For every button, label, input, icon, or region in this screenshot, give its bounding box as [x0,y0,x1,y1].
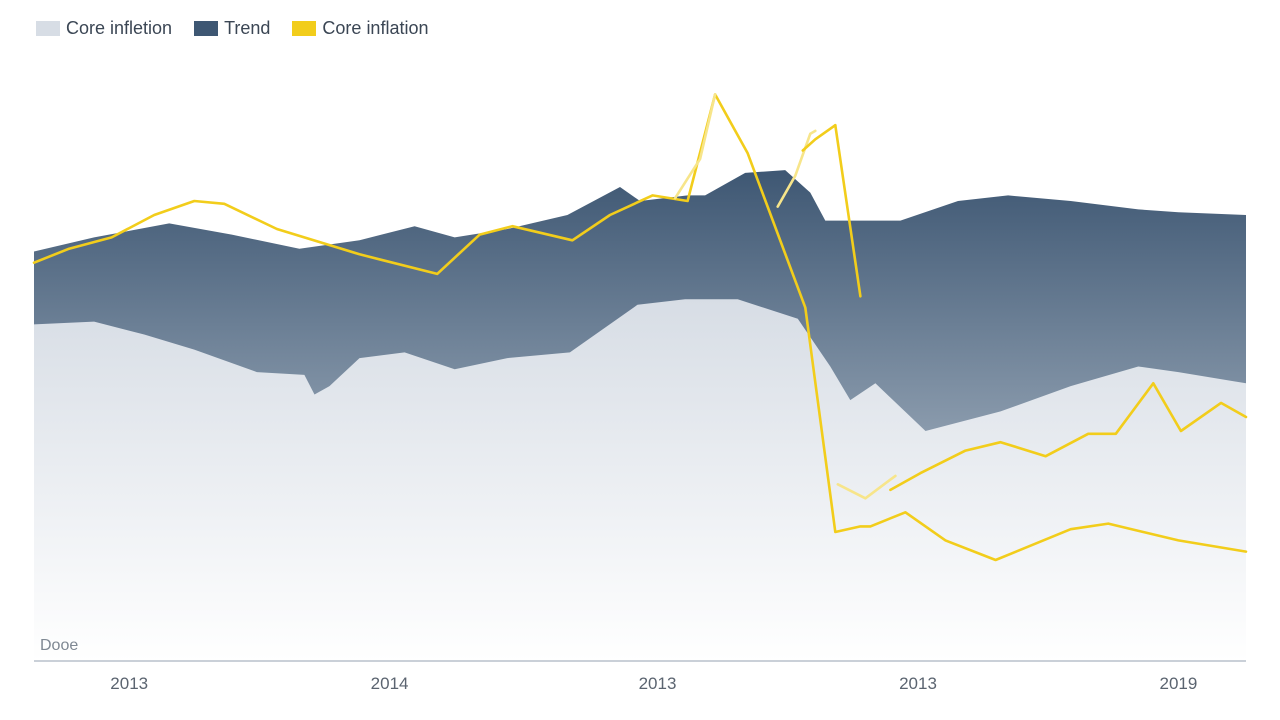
legend-label-trend: Trend [224,18,271,38]
x-tick-label: 2014 [371,674,409,693]
line-segment-3 [889,381,1248,492]
line-segment-8 [833,123,862,298]
legend-item-core-inflation: Core inflation [292,18,428,39]
chart-legend: Core infletion Trend Core inflation [36,18,428,39]
legend-label-core-infletion: Core infletion [66,18,173,38]
line-segment-5 [673,93,717,200]
line-segment-4 [836,474,897,500]
corner-label: Dooe [40,637,78,654]
x-tick-label: 2019 [1159,674,1197,693]
x-tick-label: 2013 [899,674,937,693]
line-segment-6 [776,129,817,208]
line-segment-7 [801,123,837,152]
legend-swatch-trend [194,21,219,36]
x-tick-label: 2013 [110,674,148,693]
legend-swatch-core-infletion [36,21,60,36]
line-core-inflation [32,93,1248,562]
legend-label-core-inflation: Core inflation [322,18,429,38]
legend-item-trend: Trend [194,18,270,39]
legend-item-core-infletion: Core infletion [36,18,172,39]
area-core-infletion [34,299,1246,661]
x-tick-label: 2013 [639,674,677,693]
legend-swatch-core-inflation [292,21,317,36]
